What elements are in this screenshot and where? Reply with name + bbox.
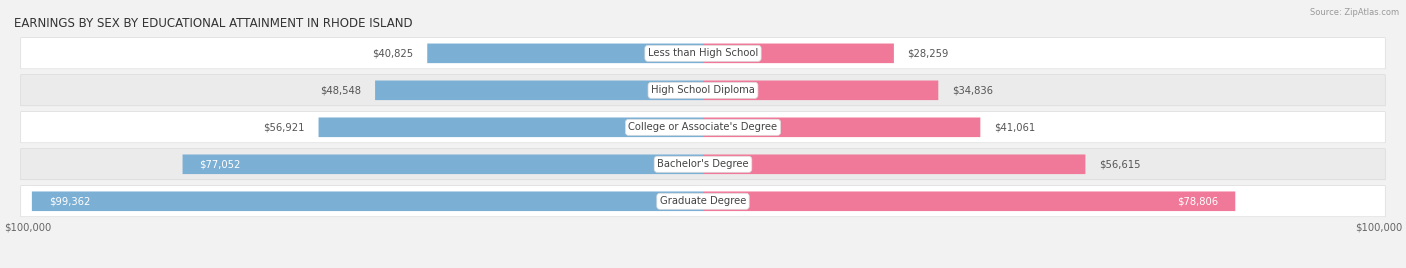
Text: $40,825: $40,825 — [373, 48, 413, 58]
Text: $78,806: $78,806 — [1177, 196, 1219, 206]
FancyBboxPatch shape — [703, 191, 1236, 211]
Text: Bachelor's Degree: Bachelor's Degree — [657, 159, 749, 169]
Text: $34,836: $34,836 — [952, 85, 993, 95]
FancyBboxPatch shape — [32, 191, 703, 211]
FancyBboxPatch shape — [319, 117, 703, 137]
FancyBboxPatch shape — [703, 43, 894, 63]
Text: $48,548: $48,548 — [321, 85, 361, 95]
FancyBboxPatch shape — [703, 117, 980, 137]
FancyBboxPatch shape — [21, 38, 1385, 69]
Text: Graduate Degree: Graduate Degree — [659, 196, 747, 206]
Text: $28,259: $28,259 — [907, 48, 949, 58]
FancyBboxPatch shape — [703, 154, 1085, 174]
Text: College or Associate's Degree: College or Associate's Degree — [628, 122, 778, 132]
Text: $56,921: $56,921 — [263, 122, 305, 132]
Text: Less than High School: Less than High School — [648, 48, 758, 58]
Text: EARNINGS BY SEX BY EDUCATIONAL ATTAINMENT IN RHODE ISLAND: EARNINGS BY SEX BY EDUCATIONAL ATTAINMEN… — [14, 17, 413, 29]
FancyBboxPatch shape — [21, 112, 1385, 143]
Text: $56,615: $56,615 — [1099, 159, 1140, 169]
Text: $99,362: $99,362 — [49, 196, 90, 206]
FancyBboxPatch shape — [21, 75, 1385, 106]
Text: Source: ZipAtlas.com: Source: ZipAtlas.com — [1310, 8, 1399, 17]
Text: $41,061: $41,061 — [994, 122, 1035, 132]
FancyBboxPatch shape — [375, 80, 703, 100]
Text: High School Diploma: High School Diploma — [651, 85, 755, 95]
FancyBboxPatch shape — [183, 154, 703, 174]
FancyBboxPatch shape — [703, 80, 938, 100]
FancyBboxPatch shape — [21, 186, 1385, 217]
Text: $77,052: $77,052 — [200, 159, 240, 169]
FancyBboxPatch shape — [427, 43, 703, 63]
FancyBboxPatch shape — [21, 149, 1385, 180]
